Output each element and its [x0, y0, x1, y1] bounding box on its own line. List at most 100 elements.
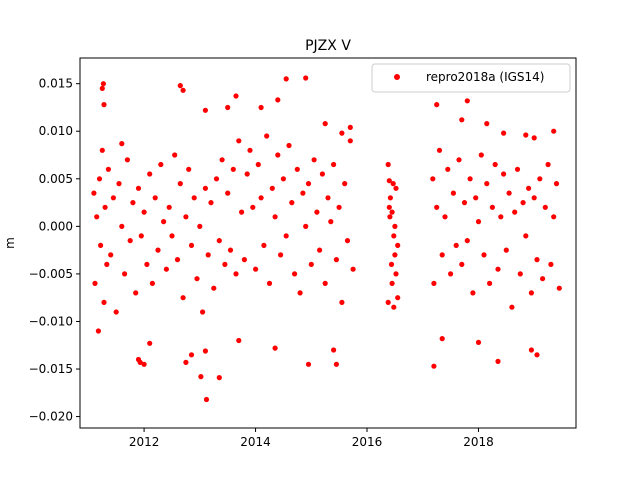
- data-point: [548, 261, 554, 267]
- legend-box: [371, 63, 571, 93]
- points-layer: [91, 75, 562, 403]
- data-point: [556, 285, 562, 291]
- data-point: [95, 328, 101, 334]
- data-point: [305, 361, 312, 367]
- data-point: [203, 396, 210, 403]
- data-point: [333, 257, 339, 263]
- data-point: [450, 190, 456, 196]
- data-point: [208, 200, 214, 206]
- y-axis-label: m: [3, 237, 17, 249]
- data-point: [322, 280, 328, 286]
- data-point: [147, 340, 153, 346]
- data-point: [389, 280, 395, 286]
- data-point: [473, 195, 479, 201]
- data-point: [258, 104, 264, 111]
- data-point: [489, 204, 495, 210]
- data-point: [531, 135, 537, 141]
- data-point: [314, 209, 320, 215]
- data-point: [520, 200, 526, 206]
- data-point: [239, 209, 245, 215]
- y-tick-label: −0.020: [29, 410, 73, 424]
- data-point: [434, 102, 440, 108]
- data-point: [347, 138, 353, 144]
- data-point: [94, 214, 100, 220]
- data-point: [439, 252, 445, 258]
- data-point: [531, 195, 537, 201]
- data-point: [225, 104, 231, 111]
- data-point: [119, 141, 125, 147]
- data-point: [91, 190, 97, 196]
- data-point: [395, 242, 401, 248]
- plot-frame: [79, 57, 577, 429]
- data-point: [163, 266, 169, 272]
- data-point: [104, 261, 110, 267]
- data-point: [216, 238, 222, 244]
- data-point: [99, 85, 105, 91]
- data-point: [211, 285, 217, 291]
- data-point: [280, 176, 286, 182]
- data-point: [124, 157, 130, 163]
- data-point: [283, 76, 289, 82]
- data-point: [347, 124, 353, 130]
- data-point: [174, 257, 181, 263]
- data-point: [308, 261, 314, 267]
- data-point: [537, 176, 543, 182]
- data-point: [495, 358, 501, 364]
- data-point: [467, 176, 473, 182]
- data-point: [464, 238, 470, 244]
- data-point: [464, 98, 470, 104]
- data-point: [331, 347, 337, 353]
- data-point: [448, 271, 454, 277]
- data-point: [331, 161, 337, 168]
- data-point: [92, 280, 98, 286]
- data-point: [391, 304, 397, 310]
- data-point: [261, 242, 267, 248]
- data-point: [342, 181, 348, 187]
- data-point: [141, 209, 147, 215]
- data-point: [386, 178, 392, 184]
- data-point: [219, 157, 225, 163]
- data-point: [392, 223, 398, 229]
- data-point: [453, 242, 459, 248]
- data-point: [161, 219, 167, 225]
- data-point: [459, 117, 465, 123]
- data-point: [205, 252, 211, 258]
- data-point: [431, 363, 437, 369]
- y-tick-label: 0.010: [39, 124, 73, 138]
- data-point: [177, 181, 183, 187]
- y-tick-label: 0.005: [39, 172, 73, 186]
- y-axis: 0.015 0.010 0.005 0.000 −0.005 −0.010 −0.015 −0…: [29, 77, 80, 424]
- data-point: [470, 290, 476, 296]
- data-point: [439, 336, 445, 342]
- data-point: [180, 295, 186, 301]
- x-tick-label: 2014: [240, 435, 271, 449]
- data-point: [325, 195, 331, 201]
- data-point: [303, 223, 309, 229]
- data-point: [434, 204, 440, 210]
- data-point: [194, 276, 200, 282]
- data-point: [275, 152, 281, 158]
- data-point: [236, 337, 242, 344]
- data-point: [492, 161, 498, 168]
- data-point: [501, 130, 507, 136]
- data-point: [389, 209, 395, 215]
- data-point: [188, 352, 195, 358]
- data-point: [503, 247, 509, 253]
- data-point: [387, 195, 393, 201]
- data-point: [390, 181, 396, 187]
- data-point: [498, 214, 504, 220]
- data-point: [186, 166, 192, 172]
- data-point: [144, 261, 150, 267]
- data-point: [272, 345, 278, 351]
- x-tick-label: 2016: [352, 435, 383, 449]
- data-point: [241, 257, 247, 263]
- data-point: [436, 147, 443, 153]
- data-point: [191, 195, 197, 201]
- data-point: [101, 102, 107, 108]
- y-tick-label: 0.000: [39, 219, 73, 233]
- data-point: [102, 204, 108, 210]
- data-point: [216, 375, 222, 381]
- data-point: [461, 200, 468, 206]
- data-point: [344, 238, 351, 244]
- data-point: [149, 280, 155, 286]
